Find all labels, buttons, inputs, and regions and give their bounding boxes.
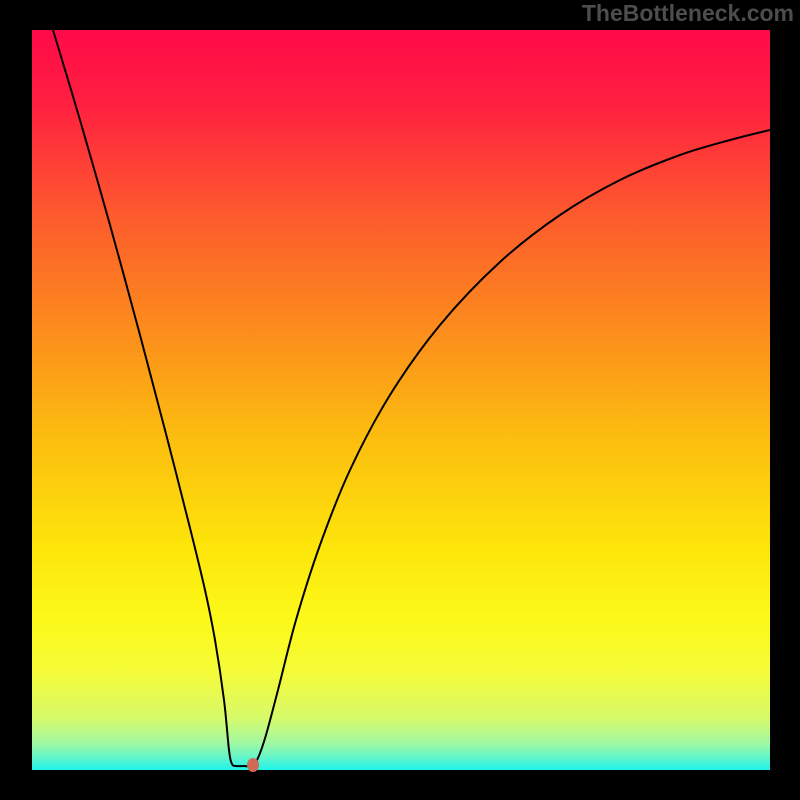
chart-svg bbox=[0, 0, 800, 800]
plot-background bbox=[32, 30, 770, 770]
minimum-marker bbox=[247, 758, 259, 772]
chart-root: TheBottleneck.com bbox=[0, 0, 800, 800]
